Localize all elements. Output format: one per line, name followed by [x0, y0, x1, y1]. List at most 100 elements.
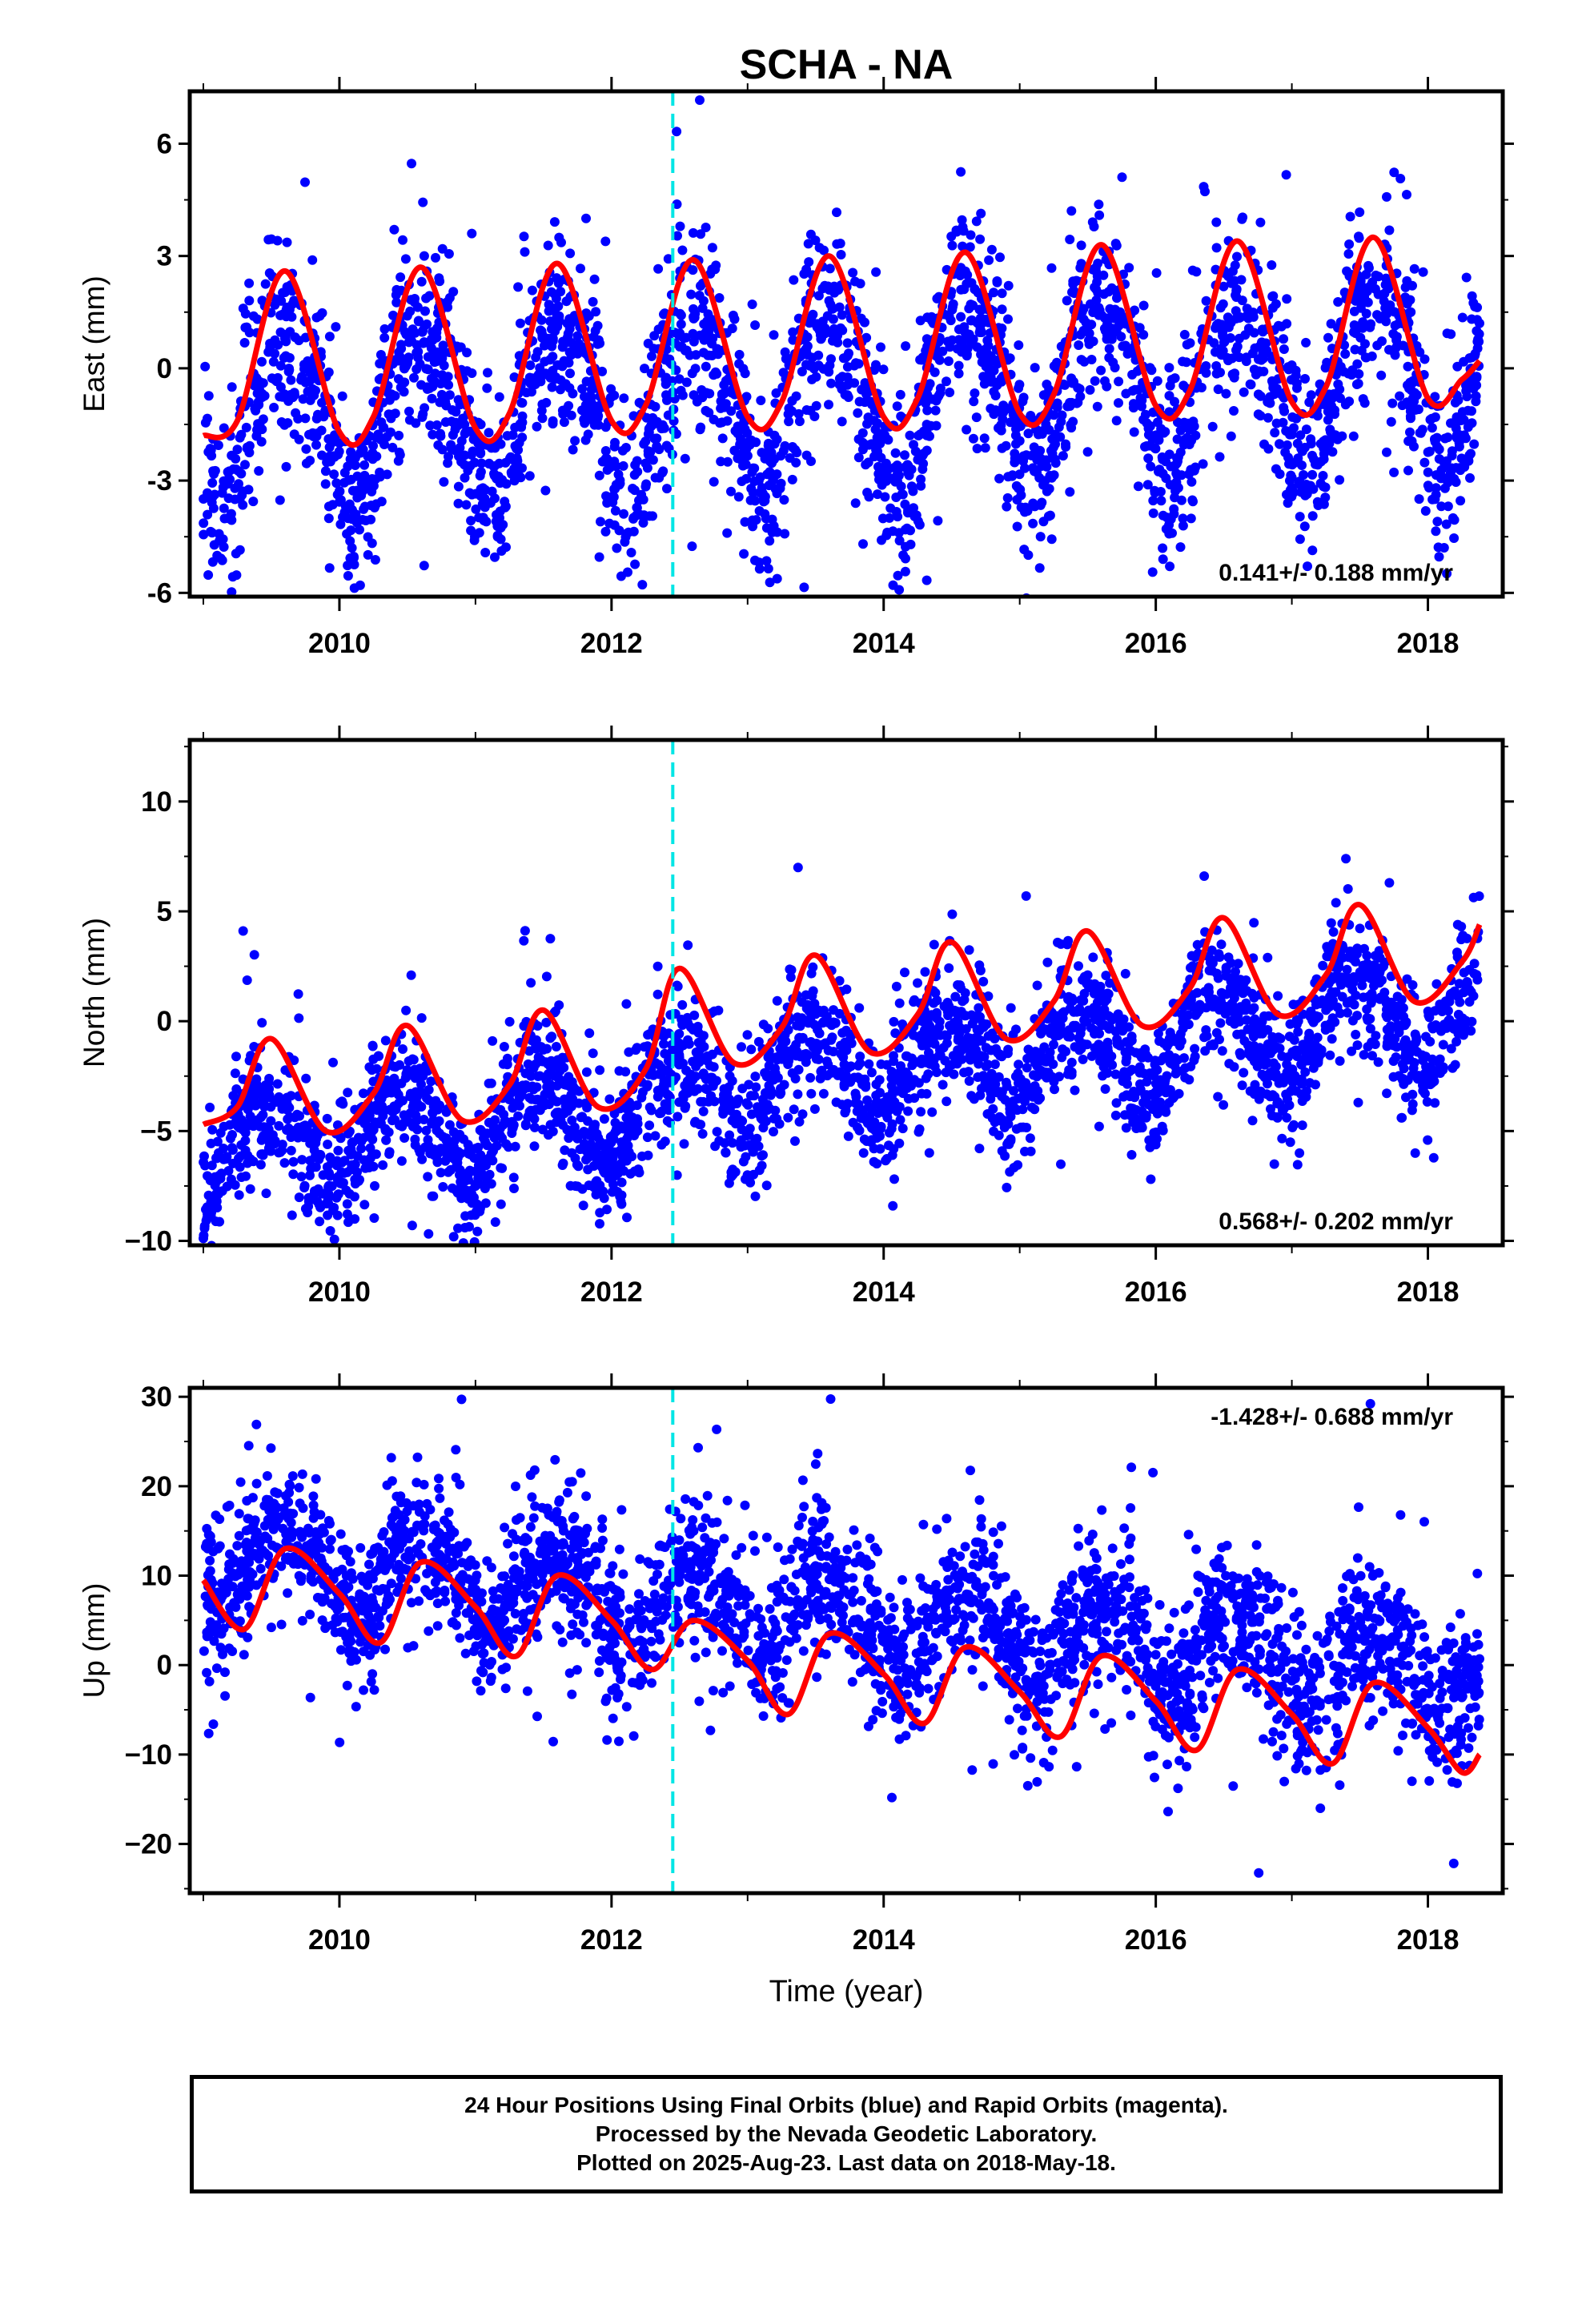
data-point: [1068, 279, 1078, 289]
data-point: [219, 1154, 229, 1164]
data-point: [833, 285, 844, 295]
data-point: [1184, 440, 1195, 449]
data-point: [444, 390, 455, 400]
data-point: [1023, 428, 1034, 439]
data-point: [1315, 439, 1326, 449]
data-point: [510, 1141, 520, 1152]
data-point: [629, 470, 640, 480]
data-point: [1282, 294, 1292, 304]
data-point: [580, 435, 591, 445]
data-point: [930, 405, 941, 416]
data-point: [619, 393, 629, 404]
data-point: [536, 376, 546, 387]
data-point: [1033, 452, 1043, 463]
data-point: [958, 222, 968, 232]
data-point: [726, 486, 736, 497]
data-point: [567, 1116, 577, 1125]
data-point: [490, 1217, 500, 1227]
data-point: [1057, 1052, 1067, 1063]
data-point: [573, 1161, 584, 1172]
data-point: [215, 553, 226, 564]
data-point: [238, 500, 248, 510]
data-point: [430, 368, 440, 379]
data-point: [552, 360, 563, 370]
data-point: [1134, 1068, 1145, 1078]
data-point: [517, 432, 528, 443]
data-point: [1384, 225, 1395, 235]
data-point: [772, 995, 782, 1006]
data-point: [677, 245, 688, 255]
data-point: [1347, 367, 1357, 377]
data-point: [1466, 448, 1476, 459]
data-point: [437, 444, 448, 455]
data-point: [932, 293, 942, 304]
data-point: [1190, 1043, 1200, 1054]
data-point: [1114, 398, 1123, 408]
data-point: [566, 350, 576, 360]
data-point: [1141, 1110, 1151, 1120]
data-point: [890, 463, 901, 473]
data-point: [400, 254, 411, 264]
data-point: [850, 276, 860, 287]
data-point: [1406, 307, 1416, 317]
data-point: [1391, 1052, 1401, 1063]
data-point: [1395, 174, 1406, 183]
data-point: [1257, 337, 1267, 348]
data-point: [1307, 450, 1317, 460]
data-point: [892, 401, 902, 412]
data-point: [545, 316, 556, 327]
data-point: [675, 221, 685, 231]
data-point: [970, 283, 980, 294]
data-point: [1371, 1031, 1381, 1041]
data-point: [345, 503, 355, 513]
data-point: [1354, 231, 1363, 242]
data-point: [894, 536, 905, 546]
data-point: [793, 408, 804, 419]
data-point: [1433, 542, 1443, 553]
data-point: [661, 372, 671, 383]
data-point: [410, 294, 420, 304]
data-point: [1253, 409, 1263, 420]
data-point: [1265, 398, 1275, 408]
data-point: [375, 350, 386, 360]
data-point: [223, 513, 233, 524]
data-point: [765, 577, 775, 588]
data-point: [1279, 403, 1289, 412]
data-point: [657, 420, 668, 430]
data-point: [1380, 279, 1391, 290]
data-point: [742, 428, 753, 438]
data-point: [1178, 521, 1188, 531]
data-point: [1028, 518, 1038, 529]
data-point: [874, 474, 884, 485]
data-point: [329, 1203, 339, 1212]
data-point: [773, 1052, 784, 1063]
data-point: [1405, 427, 1415, 437]
data-point: [232, 444, 243, 455]
data-point: [722, 416, 733, 426]
data-point: [1187, 265, 1198, 275]
data-point: [527, 285, 537, 296]
data-point: [383, 409, 394, 420]
data-point: [1323, 415, 1333, 425]
data-point: [769, 330, 779, 340]
data-point: [747, 300, 757, 309]
data-point: [490, 552, 500, 562]
data-point: [1021, 450, 1031, 460]
data-point: [228, 464, 239, 474]
data-point: [509, 456, 520, 466]
data-point: [1457, 312, 1468, 323]
data-point: [741, 473, 752, 484]
data-point: [1161, 473, 1171, 484]
data-point: [1148, 496, 1158, 506]
data-point: [590, 326, 600, 336]
data-point: [989, 387, 999, 397]
data-point: [1340, 349, 1351, 359]
data-point: [272, 1079, 283, 1089]
data-point: [370, 1180, 379, 1191]
data-point: [545, 934, 556, 944]
data-point: [1164, 363, 1174, 373]
data-point: [788, 335, 798, 345]
data-point: [861, 460, 871, 470]
y-tick-label: 0: [157, 353, 172, 384]
data-point: [325, 456, 335, 467]
